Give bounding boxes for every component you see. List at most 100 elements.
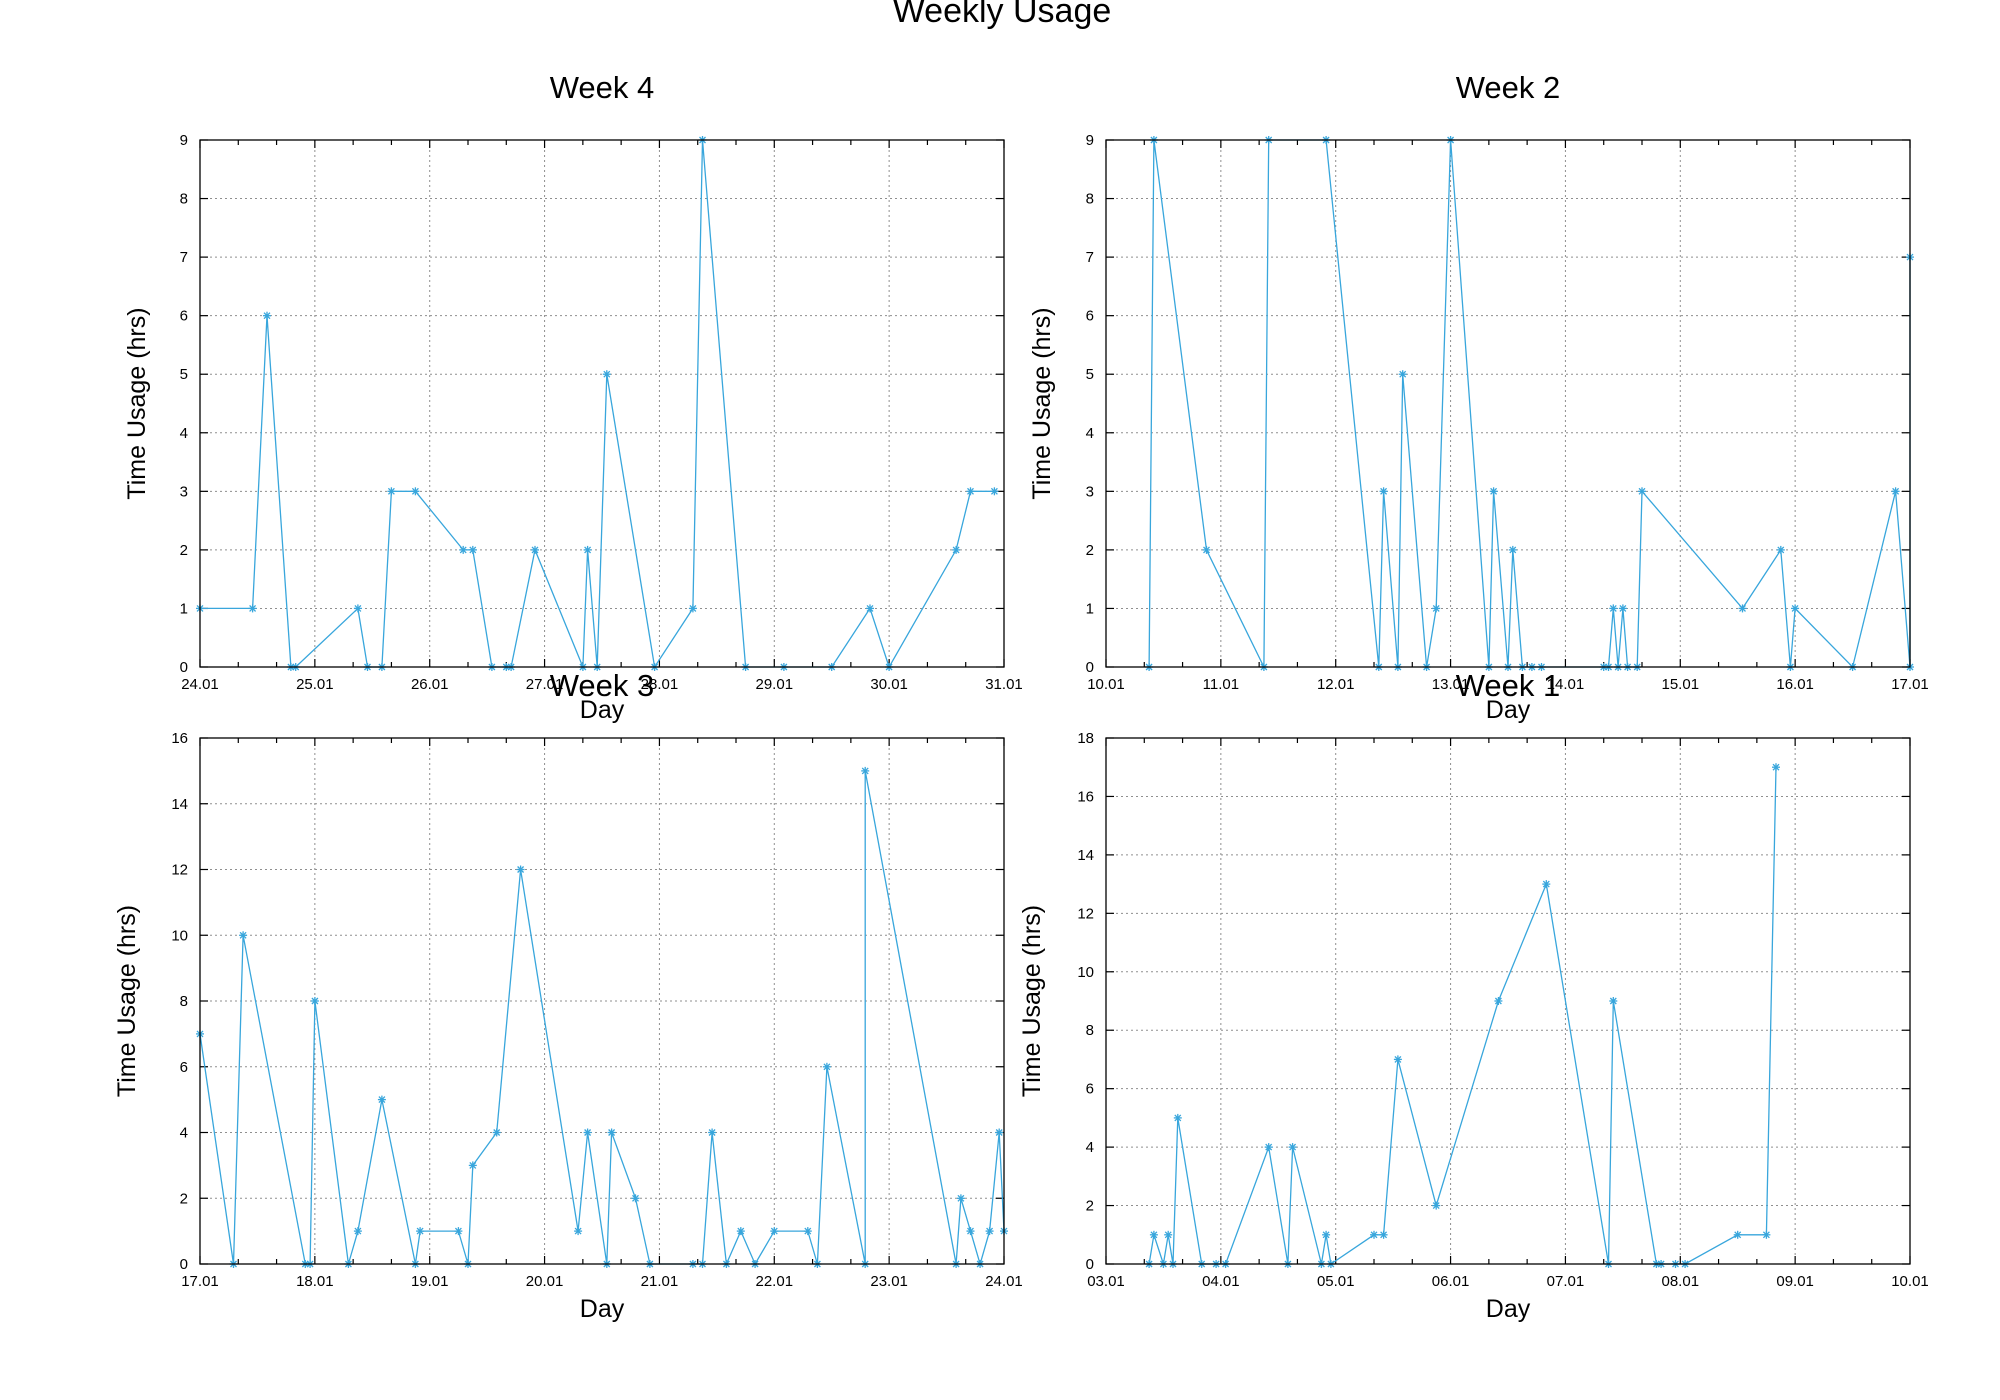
plot-frame <box>1105 139 1911 668</box>
data-point <box>985 1227 994 1236</box>
x-tick-label: 27.01 <box>526 676 564 693</box>
data-point <box>248 604 257 613</box>
data-point <box>990 487 999 496</box>
y-tick-label: 2 <box>1086 1198 1094 1215</box>
y-tick-label: 16 <box>1077 788 1094 805</box>
data-point <box>736 1227 745 1236</box>
data-point <box>387 487 396 496</box>
panel-title: Week 4 <box>550 70 655 105</box>
x-axis-label: Day <box>1486 696 1531 724</box>
x-tick-label: 14.01 <box>1547 676 1585 693</box>
data-point <box>1164 1230 1173 1239</box>
data-point <box>803 1227 812 1236</box>
x-tick-label: 06.01 <box>1432 1273 1470 1290</box>
x-axis-label: Day <box>580 696 625 724</box>
data-point <box>1791 604 1800 613</box>
y-tick-label: 9 <box>180 132 188 149</box>
y-tick-label: 6 <box>1086 308 1094 325</box>
x-tick-label: 24.01 <box>181 676 219 693</box>
data-point <box>708 1128 717 1137</box>
y-tick-label: 4 <box>1086 425 1094 442</box>
y-axis-label: Time Usage (hrs) <box>1018 905 1046 1097</box>
x-tick-label: 11.01 <box>1203 676 1239 693</box>
x-tick-label: 26.01 <box>411 676 449 693</box>
plot-frame <box>199 139 1005 668</box>
chart-panel-2: 10.01 11.01 12.01 13.01 14.01 15.01 16.01 17.01… <box>1028 70 1929 724</box>
data-point <box>952 545 961 554</box>
y-tick-label: 12 <box>1077 905 1094 922</box>
x-tick-label: 24.01 <box>985 1273 1023 1290</box>
panel-title: Week 1 <box>1456 668 1561 703</box>
data-point <box>1202 545 1211 554</box>
data-point <box>1609 604 1618 613</box>
y-tick-label: 3 <box>1086 483 1094 500</box>
panel-title: Week 2 <box>1456 70 1561 105</box>
data-point <box>531 545 539 554</box>
x-tick-label: 19.01 <box>411 1273 449 1290</box>
data-point <box>1393 1055 1402 1064</box>
data-point <box>1149 1230 1158 1239</box>
figure-title: Weekly Usage <box>893 0 1112 30</box>
data-point <box>353 1227 362 1236</box>
data-point <box>1618 604 1627 613</box>
data-point <box>516 865 525 874</box>
y-tick-label: 2 <box>180 542 188 559</box>
y-tick-label: 5 <box>1086 366 1094 383</box>
data-point <box>411 487 420 496</box>
y-tick-label: 7 <box>1086 249 1094 266</box>
y-axis-label: Time Usage (hrs) <box>113 905 141 1097</box>
data-point <box>688 604 697 613</box>
data-point <box>459 545 468 554</box>
x-tick-label: 15.01 <box>1662 676 1700 693</box>
data-point <box>1432 604 1441 613</box>
data-point <box>861 766 870 775</box>
y-tick-label: 2 <box>180 1190 188 1207</box>
x-tick-label: 18.01 <box>296 1273 334 1290</box>
x-tick-label: 29.01 <box>756 676 794 693</box>
x-tick-label: 21.01 <box>641 1273 679 1290</box>
y-tick-label: 4 <box>180 425 188 442</box>
y-tick-label: 10 <box>171 927 188 944</box>
x-tick-label: 22.01 <box>756 1273 794 1290</box>
y-tick-label: 8 <box>1086 1022 1094 1039</box>
x-tick-label: 03.01 <box>1087 1273 1125 1290</box>
data-point <box>1322 1230 1331 1239</box>
data-point <box>822 1062 831 1071</box>
series-line <box>1148 767 1777 1266</box>
chart-panel-1: 24.01 25.01 26.01 27.01 28.01 29.01 30.01 31.01… <box>123 70 1023 724</box>
y-tick-label: 8 <box>180 191 188 208</box>
y-tick-label: 7 <box>180 249 188 266</box>
x-axis-label: Day <box>1486 1295 1531 1323</box>
y-tick-label: 5 <box>180 366 188 383</box>
y-tick-label: 2 <box>1086 542 1094 559</box>
data-point <box>1379 1230 1388 1239</box>
data-point <box>1738 604 1747 613</box>
y-tick-label: 16 <box>171 730 188 747</box>
data-point <box>416 1227 425 1236</box>
data-point <box>1891 487 1900 496</box>
data-point <box>607 1128 616 1137</box>
data-point <box>866 604 874 613</box>
data-point <box>1379 487 1388 496</box>
data-point <box>1638 487 1646 496</box>
data-point <box>1542 880 1551 889</box>
x-tick-label: 20.01 <box>526 1273 564 1290</box>
data-point <box>583 545 592 554</box>
y-tick-label: 0 <box>1086 659 1094 676</box>
x-tick-label: 25.01 <box>296 676 334 693</box>
y-tick-label: 6 <box>180 308 188 325</box>
data-point <box>1776 545 1785 554</box>
x-axis-label: Day <box>580 1295 625 1323</box>
data-point <box>956 1194 965 1203</box>
y-tick-label: 8 <box>1086 191 1094 208</box>
data-point <box>468 1161 477 1170</box>
y-tick-label: 0 <box>1086 1256 1094 1273</box>
data-point <box>574 1227 583 1236</box>
x-tick-label: 07.01 <box>1547 1273 1585 1290</box>
data-point <box>1772 763 1780 772</box>
x-tick-label: 08.01 <box>1662 1273 1700 1290</box>
x-tick-label: 30.01 <box>870 676 908 693</box>
y-tick-label: 0 <box>180 1256 188 1273</box>
x-tick-label: 23.01 <box>870 1273 908 1290</box>
